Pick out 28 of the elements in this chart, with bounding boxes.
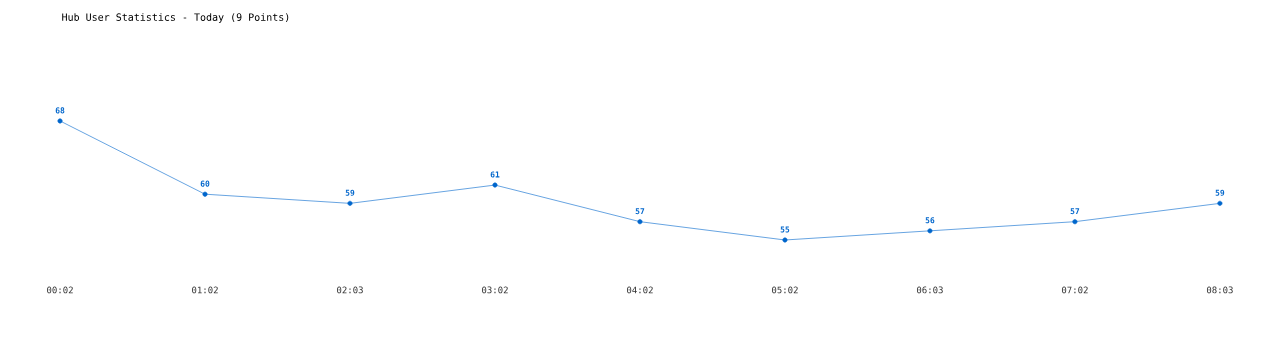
chart-title: Hub User Statistics - Today (9 Points)	[62, 13, 289, 23]
data-label: 59	[1215, 189, 1225, 196]
x-tick-label: 07:02	[1061, 286, 1088, 294]
point	[782, 237, 788, 243]
x-tick-label: 04:02	[627, 286, 653, 294]
x-tick-label: 03:02	[482, 286, 508, 294]
point	[492, 182, 498, 188]
x-tick-label: 05:02	[771, 286, 798, 294]
point	[637, 219, 643, 225]
point	[927, 228, 933, 234]
data-label: 57	[635, 208, 645, 215]
x-tick-label: 02:03	[337, 286, 363, 294]
point	[347, 200, 353, 206]
point	[57, 118, 63, 124]
data-label: 57	[1070, 208, 1080, 215]
x-tick-label: 08:03	[1206, 286, 1233, 294]
x-tick-label: 00:02	[47, 286, 73, 294]
x-tick-label: 01:02	[192, 286, 218, 294]
point	[1072, 219, 1078, 225]
data-label: 61	[490, 171, 500, 178]
data-label: 56	[925, 217, 935, 224]
data-label: 59	[345, 189, 355, 196]
data-label: 68	[55, 107, 65, 114]
data-label: 60	[200, 180, 210, 187]
data-label: 55	[780, 226, 790, 233]
point	[1217, 200, 1223, 206]
point	[202, 191, 208, 197]
x-tick-label: 06:03	[916, 286, 943, 294]
